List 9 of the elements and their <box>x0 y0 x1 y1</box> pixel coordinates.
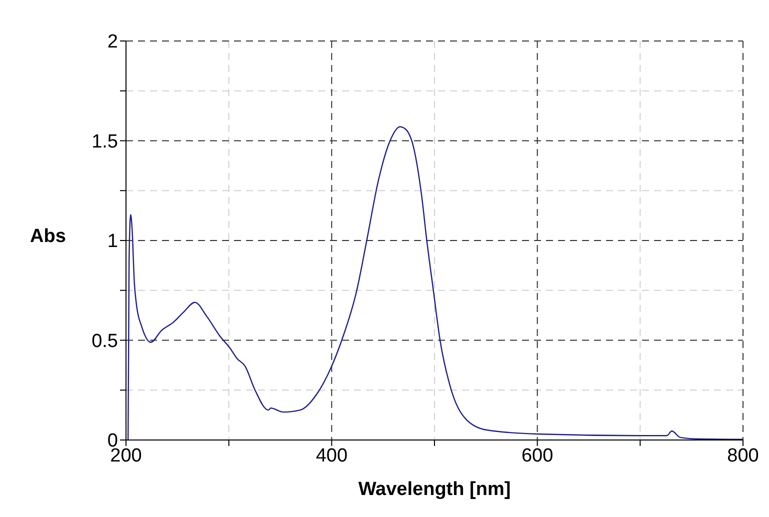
x-axis-title: Wavelength [nm] <box>358 479 511 500</box>
y-tick-label: 1 <box>107 231 118 252</box>
y-tick-label: 0.5 <box>92 330 118 352</box>
y-axis-title: Abs <box>30 226 66 248</box>
x-tick-label: 400 <box>316 445 348 466</box>
y-tick-label: 1.5 <box>92 131 118 152</box>
x-tick-label: 800 <box>727 445 759 466</box>
y-tick-label: 2 <box>107 32 118 53</box>
x-tick-label: 600 <box>521 445 554 466</box>
